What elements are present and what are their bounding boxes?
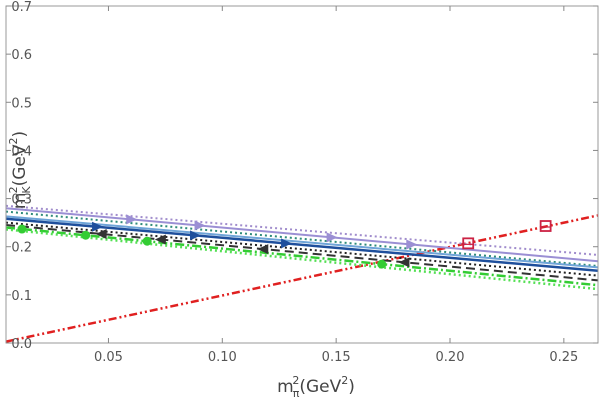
plot-frame xyxy=(5,5,599,344)
y-axis-label-sub: K xyxy=(20,186,33,194)
x-axis-label-unit-sup: 2 xyxy=(341,374,348,387)
series-layer xyxy=(5,204,599,343)
y-tick-label: 0.6 xyxy=(11,48,32,63)
y-axis-label-unit-close: ) xyxy=(10,131,30,138)
series-line-navy-solid xyxy=(5,217,599,273)
x-tick-label: 0.20 xyxy=(436,350,465,365)
y-axis-label: mK2(GeV2) xyxy=(7,131,33,209)
y-tick-label: 0.4 xyxy=(11,144,32,159)
y-tick-label: 0.5 xyxy=(11,96,32,111)
x-tick-label: 0.05 xyxy=(94,350,123,365)
data-point-lavender-solid-1 xyxy=(194,220,206,231)
x-axis-label-sup: 2 xyxy=(292,374,299,387)
y-axis-label-unit-sup: 2 xyxy=(7,137,20,144)
data-point-navy-solid-2 xyxy=(281,238,293,249)
series-line-lavender-solid xyxy=(5,207,599,263)
y-axis-label-sup: 2 xyxy=(7,186,20,193)
data-point-green-dashdot-1 xyxy=(81,230,91,240)
x-axis-label-unit-close: ) xyxy=(348,377,355,397)
y-tick-label: 0.7 xyxy=(11,0,32,15)
y-axis-label-base: m xyxy=(10,193,30,210)
x-tick-label: 0.15 xyxy=(322,350,351,365)
data-point-black-dashed-3 xyxy=(398,257,410,268)
data-point-lavender-solid-3 xyxy=(406,239,418,250)
data-point-red-squares-0 xyxy=(462,237,475,250)
data-point-black-dashed-0 xyxy=(95,228,107,239)
y-axis-label-unit: (GeV xyxy=(10,144,30,186)
data-point-black-dashed-2 xyxy=(257,244,269,255)
x-axis-label-base: m xyxy=(277,377,294,397)
series-line-lime-dotted xyxy=(5,228,599,291)
marker-layer xyxy=(17,214,552,269)
data-point-lavender-solid-0 xyxy=(126,214,138,225)
y-tick-label: 0.2 xyxy=(11,241,32,256)
x-axis-label-sub: π xyxy=(293,387,300,400)
data-point-red-squares-1 xyxy=(539,220,552,232)
series-line-reference-line xyxy=(5,214,599,343)
x-tick-label: 0.10 xyxy=(208,350,237,365)
y-tick-label: 0.0 xyxy=(11,337,32,352)
x-axis-label: mπ2(GeV2) xyxy=(277,374,355,400)
data-point-green-dashdot-3 xyxy=(377,259,387,269)
data-point-navy-solid-0 xyxy=(92,221,104,232)
series-line-black-dotted xyxy=(5,221,599,277)
x-axis-label-unit: (GeV xyxy=(299,377,341,397)
data-point-black-dashed-1 xyxy=(154,234,166,245)
tick-layer: 0.05 0.10 0.15 0.20 0.25 0.0 0.1 0.2 0.3 0.4 0.5 0.… xyxy=(6,0,598,365)
plot-frame-border xyxy=(5,5,599,344)
y-tick-label: 0.3 xyxy=(11,193,32,208)
data-point-green-dashdot-2 xyxy=(142,236,152,246)
series-line-lavender-dotted xyxy=(5,204,599,256)
data-point-navy-solid-1 xyxy=(189,230,201,241)
data-point-green-dashdot-0 xyxy=(17,224,27,234)
series-line-lightblue-solid xyxy=(5,215,599,269)
data-point-lavender-solid-2 xyxy=(326,232,338,243)
series-line-green-dashdot xyxy=(5,226,599,287)
y-tick-label: 0.1 xyxy=(11,289,32,304)
series-line-teal-dotted xyxy=(5,210,599,267)
x-tick-label: 0.25 xyxy=(549,350,578,365)
